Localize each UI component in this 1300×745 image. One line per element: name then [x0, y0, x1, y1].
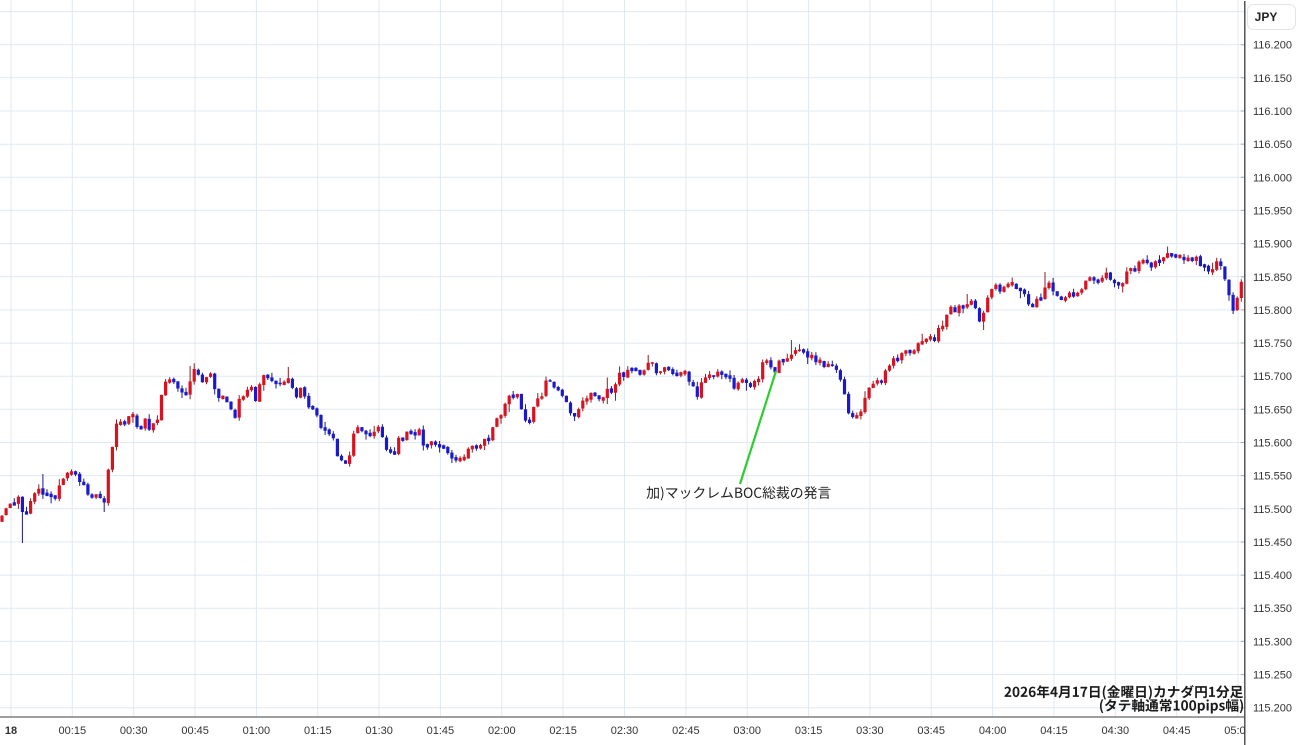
svg-text:01:45: 01:45: [427, 725, 455, 737]
svg-text:03:45: 03:45: [917, 725, 945, 737]
svg-text:115.400: 115.400: [1253, 570, 1292, 582]
svg-text:115.250: 115.250: [1253, 670, 1292, 682]
svg-text:00:30: 00:30: [120, 725, 148, 737]
svg-text:115.300: 115.300: [1253, 636, 1292, 648]
svg-text:04:30: 04:30: [1102, 725, 1130, 737]
svg-text:03:15: 03:15: [795, 725, 823, 737]
svg-text:04:00: 04:00: [979, 725, 1007, 737]
svg-text:115.350: 115.350: [1253, 603, 1292, 615]
svg-text:115.450: 115.450: [1253, 537, 1292, 549]
svg-text:116.050: 116.050: [1253, 139, 1292, 151]
svg-text:115.200: 115.200: [1253, 703, 1292, 715]
svg-text:03:30: 03:30: [856, 725, 884, 737]
svg-text:02:45: 02:45: [672, 725, 700, 737]
svg-text:116.150: 116.150: [1253, 73, 1292, 85]
svg-text:115.800: 115.800: [1253, 305, 1292, 317]
svg-text:01:00: 01:00: [243, 725, 271, 737]
svg-text:03:00: 03:00: [733, 725, 761, 737]
svg-text:JPY: JPY: [1255, 10, 1278, 24]
svg-text:116.000: 116.000: [1253, 172, 1292, 184]
svg-text:115.550: 115.550: [1253, 471, 1292, 483]
svg-text:04:45: 04:45: [1163, 725, 1191, 737]
svg-text:00:15: 00:15: [59, 725, 87, 737]
svg-text:115.700: 115.700: [1253, 371, 1292, 383]
svg-text:01:30: 01:30: [365, 725, 393, 737]
svg-text:116.100: 116.100: [1253, 106, 1292, 118]
svg-text:04:15: 04:15: [1040, 725, 1068, 737]
svg-text:18: 18: [5, 725, 17, 737]
svg-text:00:45: 00:45: [181, 725, 209, 737]
svg-text:02:30: 02:30: [611, 725, 639, 737]
svg-text:115.950: 115.950: [1253, 205, 1292, 217]
svg-text:115.500: 115.500: [1253, 504, 1292, 516]
svg-text:05:00: 05:00: [1224, 725, 1252, 737]
svg-text:115.850: 115.850: [1253, 272, 1292, 284]
svg-text:116.200: 116.200: [1253, 40, 1292, 52]
svg-text:02:00: 02:00: [488, 725, 516, 737]
svg-text:115.650: 115.650: [1253, 404, 1292, 416]
svg-text:115.900: 115.900: [1253, 239, 1292, 251]
svg-text:115.600: 115.600: [1253, 438, 1292, 450]
svg-text:01:15: 01:15: [304, 725, 332, 737]
svg-text:02:15: 02:15: [549, 725, 577, 737]
svg-text:115.750: 115.750: [1253, 338, 1292, 350]
